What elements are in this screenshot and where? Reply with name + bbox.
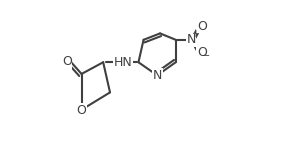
Text: −: −: [202, 51, 210, 61]
Text: N: N: [152, 69, 162, 82]
Text: O: O: [62, 55, 72, 68]
Text: N: N: [186, 33, 196, 46]
Text: O: O: [197, 20, 207, 33]
Text: O: O: [77, 104, 86, 117]
Text: +: +: [191, 29, 198, 39]
Text: HN: HN: [114, 56, 133, 69]
Text: O: O: [197, 46, 207, 59]
